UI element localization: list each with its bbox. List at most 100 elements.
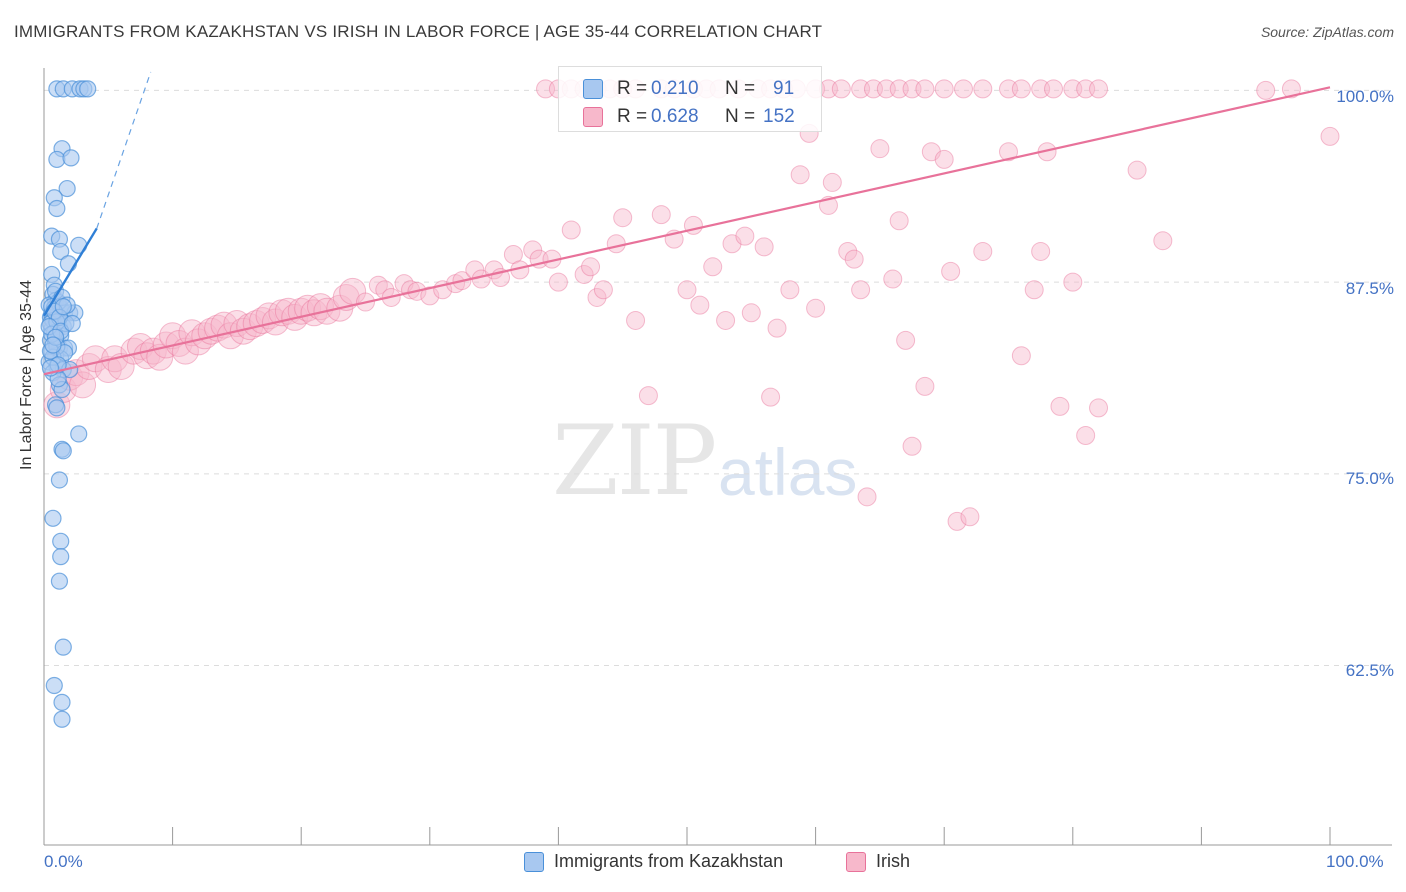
chart-title: IMMIGRANTS FROM KAZAKHSTAN VS IRISH IN L… [14,22,823,41]
irish-point [902,436,922,456]
irish-point [941,261,961,281]
irish-point [780,280,800,300]
legend-item-irish[interactable]: Irish [846,851,910,872]
x-tick-label: 100.0% [1326,852,1384,871]
y-tick-label: 87.5% [1345,279,1394,298]
kazakhstan-point [62,149,80,167]
irish-point [1089,398,1109,418]
irish-point [236,313,264,341]
irish-point [593,280,613,300]
irish-point [844,249,864,269]
data-points [40,79,1340,728]
irish-point [1011,79,1031,99]
legend-label: Immigrants from Kazakhstan [554,851,784,871]
irish-point [1044,79,1064,99]
irish-point [503,245,523,265]
irish-point [587,287,607,307]
kazakhstan-point [63,314,81,333]
irish-point [1281,79,1301,99]
irish-point [1076,425,1096,445]
stats-legend: R = 0.210 N = 91 R = 0.628 N = 152 [558,66,822,132]
irish-point [851,280,871,300]
legend-item-kazakhstan[interactable]: Immigrants from Kazakhstan [524,851,783,872]
axes [43,68,1392,846]
irish-point [741,303,761,323]
irish-point [1127,160,1147,180]
n-label: N = [725,106,756,127]
irish-point [838,241,858,261]
n-value: 91 [773,78,795,99]
irish-point [889,79,909,99]
irish-point [716,310,736,330]
irish-point [722,234,742,254]
irish-point [1256,80,1276,100]
irish-point [889,211,909,231]
irish-point [1320,126,1340,146]
kazakhstan-point [52,242,70,261]
kazakhstan-point [53,710,71,728]
kazakhstan-point [54,638,72,656]
irish-point [953,79,973,99]
irish-point [1153,231,1173,251]
irish-point [902,79,922,99]
kazakhstan-point [59,255,78,273]
irish-point [651,205,671,225]
irish-point [883,269,903,289]
irish-point [915,79,935,99]
irish-point [613,208,633,228]
irish-point [735,226,755,246]
legend-swatch [846,851,866,872]
irish-point [822,172,842,192]
irish-point [581,257,601,277]
source-label: Source: ZipAtlas.com [1260,24,1394,40]
legend-label: Irish [876,851,911,871]
irish-point [915,376,935,396]
kazakhstan-point [48,399,66,417]
kazakhstan-point [54,298,72,316]
irish-point [536,79,556,99]
irish-point [332,283,360,311]
n-value: 152 [763,106,795,127]
irish-point [851,79,871,99]
legend-swatch [583,79,603,99]
irish-point [896,330,916,350]
kazakhstan-point [52,548,70,566]
y-tick-label: 100.0% [1336,87,1394,106]
kazakhstan-point [54,442,72,460]
kazakhstan-trend-line [42,227,98,317]
r-label: R = [617,106,648,127]
irish-point [107,352,135,380]
kazakhstan-point [50,471,69,489]
irish-point [690,295,710,315]
kazakhstan-point [48,150,66,169]
irish-point [420,286,440,306]
irish-point [626,310,646,330]
irish-point [921,142,941,162]
irish-point [574,264,594,284]
irish-point [1050,396,1070,416]
kazakhstan-trend-extension [96,71,152,229]
kazakhstan-point [48,199,66,218]
n-label: N = [725,78,756,99]
irish-point [523,240,543,260]
stats-row-irish: R = 0.628 N = 152 [559,103,821,131]
kazakhstan-point [45,676,63,695]
irish-point [973,79,993,99]
irish-point [754,237,774,257]
y-tick-label: 75.0% [1345,469,1394,488]
irish-point [1063,272,1083,292]
kazakhstan-point [79,80,97,98]
kazakhstan-point [53,693,71,711]
legend-swatch [583,107,603,127]
irish-point [973,241,993,261]
irish-point [368,275,388,295]
irish-point [638,386,658,406]
irish-point [1031,79,1051,99]
irish-point [863,79,883,99]
kazakhstan-point [58,179,76,198]
r-label: R = [617,78,648,99]
irish-point [857,487,877,507]
irish-point [761,387,781,407]
kazakhstan-point [70,425,88,443]
